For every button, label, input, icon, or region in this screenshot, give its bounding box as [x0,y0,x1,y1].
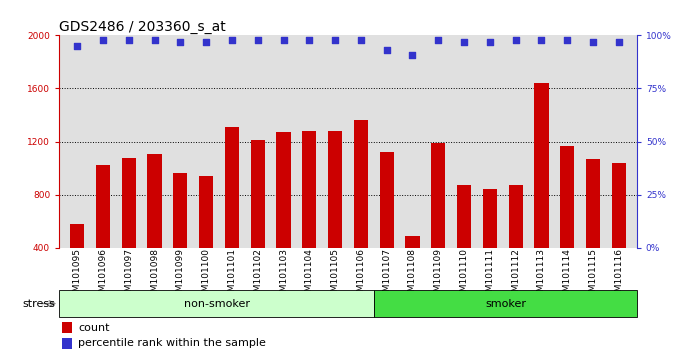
Bar [405,236,420,301]
Bar [560,145,574,301]
Point [72,43,83,49]
Text: GSM101096: GSM101096 [99,248,107,303]
Bar [148,154,161,301]
Text: GSM101101: GSM101101 [228,248,237,303]
Text: GSM101114: GSM101114 [562,248,571,303]
Point [149,37,160,42]
Text: GSM101103: GSM101103 [279,248,288,303]
Point [303,37,315,42]
Bar [199,176,213,301]
Bar [173,173,187,301]
Bar [62,322,72,333]
Bar [509,185,523,301]
Point [97,37,109,42]
Point [510,37,521,42]
Bar [62,338,72,349]
Bar [586,159,600,301]
Text: stress: stress [23,298,56,309]
Text: GSM101100: GSM101100 [202,248,211,303]
Bar [374,290,637,317]
Bar [96,165,110,301]
Text: GSM101104: GSM101104 [305,248,314,303]
Text: GSM101115: GSM101115 [589,248,597,303]
Bar [276,132,291,301]
Point [252,37,263,42]
Bar [122,158,136,301]
Text: percentile rank within the sample: percentile rank within the sample [78,338,266,348]
Point [562,37,573,42]
Point [587,39,599,45]
Bar [379,152,394,301]
Bar [225,127,239,301]
Point [278,37,289,42]
Text: GSM101095: GSM101095 [72,248,81,303]
Bar [612,163,626,301]
Text: GSM101102: GSM101102 [253,248,262,303]
Bar [328,131,342,301]
Bar [59,290,374,317]
Bar [483,189,497,301]
Text: GSM101111: GSM101111 [485,248,494,303]
Point [329,37,340,42]
Text: GSM101109: GSM101109 [434,248,443,303]
Text: GSM101112: GSM101112 [511,248,520,303]
Text: GSM101099: GSM101099 [176,248,185,303]
Point [484,39,496,45]
Point [200,39,212,45]
Bar [354,120,368,301]
Text: GSM101110: GSM101110 [459,248,468,303]
Point [613,39,624,45]
Text: non-smoker: non-smoker [184,298,250,309]
Text: GDS2486 / 203360_s_at: GDS2486 / 203360_s_at [59,21,226,34]
Bar [431,143,445,301]
Point [381,47,393,53]
Point [459,39,470,45]
Point [407,52,418,57]
Bar [535,83,548,301]
Text: GSM101106: GSM101106 [356,248,365,303]
Bar [302,131,317,301]
Point [356,37,367,42]
Text: GSM101108: GSM101108 [408,248,417,303]
Text: GSM101116: GSM101116 [615,248,624,303]
Text: count: count [78,322,110,332]
Text: GSM101097: GSM101097 [125,248,134,303]
Bar [457,185,471,301]
Bar [70,224,84,301]
Text: GSM101098: GSM101098 [150,248,159,303]
Text: GSM101113: GSM101113 [537,248,546,303]
Point [433,37,444,42]
Text: smoker: smoker [485,298,526,309]
Point [175,39,186,45]
Point [226,37,237,42]
Text: GSM101105: GSM101105 [331,248,340,303]
Point [536,37,547,42]
Point [123,37,134,42]
Bar [251,140,265,301]
Text: GSM101107: GSM101107 [382,248,391,303]
